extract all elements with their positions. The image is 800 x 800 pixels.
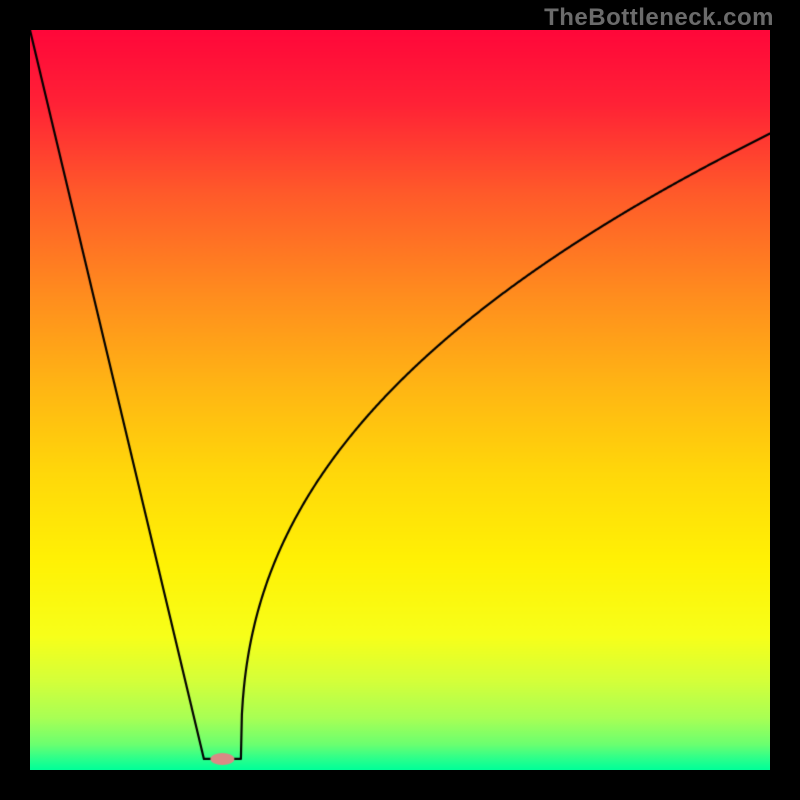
watermark-text: TheBottleneck.com [544,4,774,32]
bottleneck-curve-layer [30,30,770,770]
chart-stage: TheBottleneck.com [0,0,800,800]
